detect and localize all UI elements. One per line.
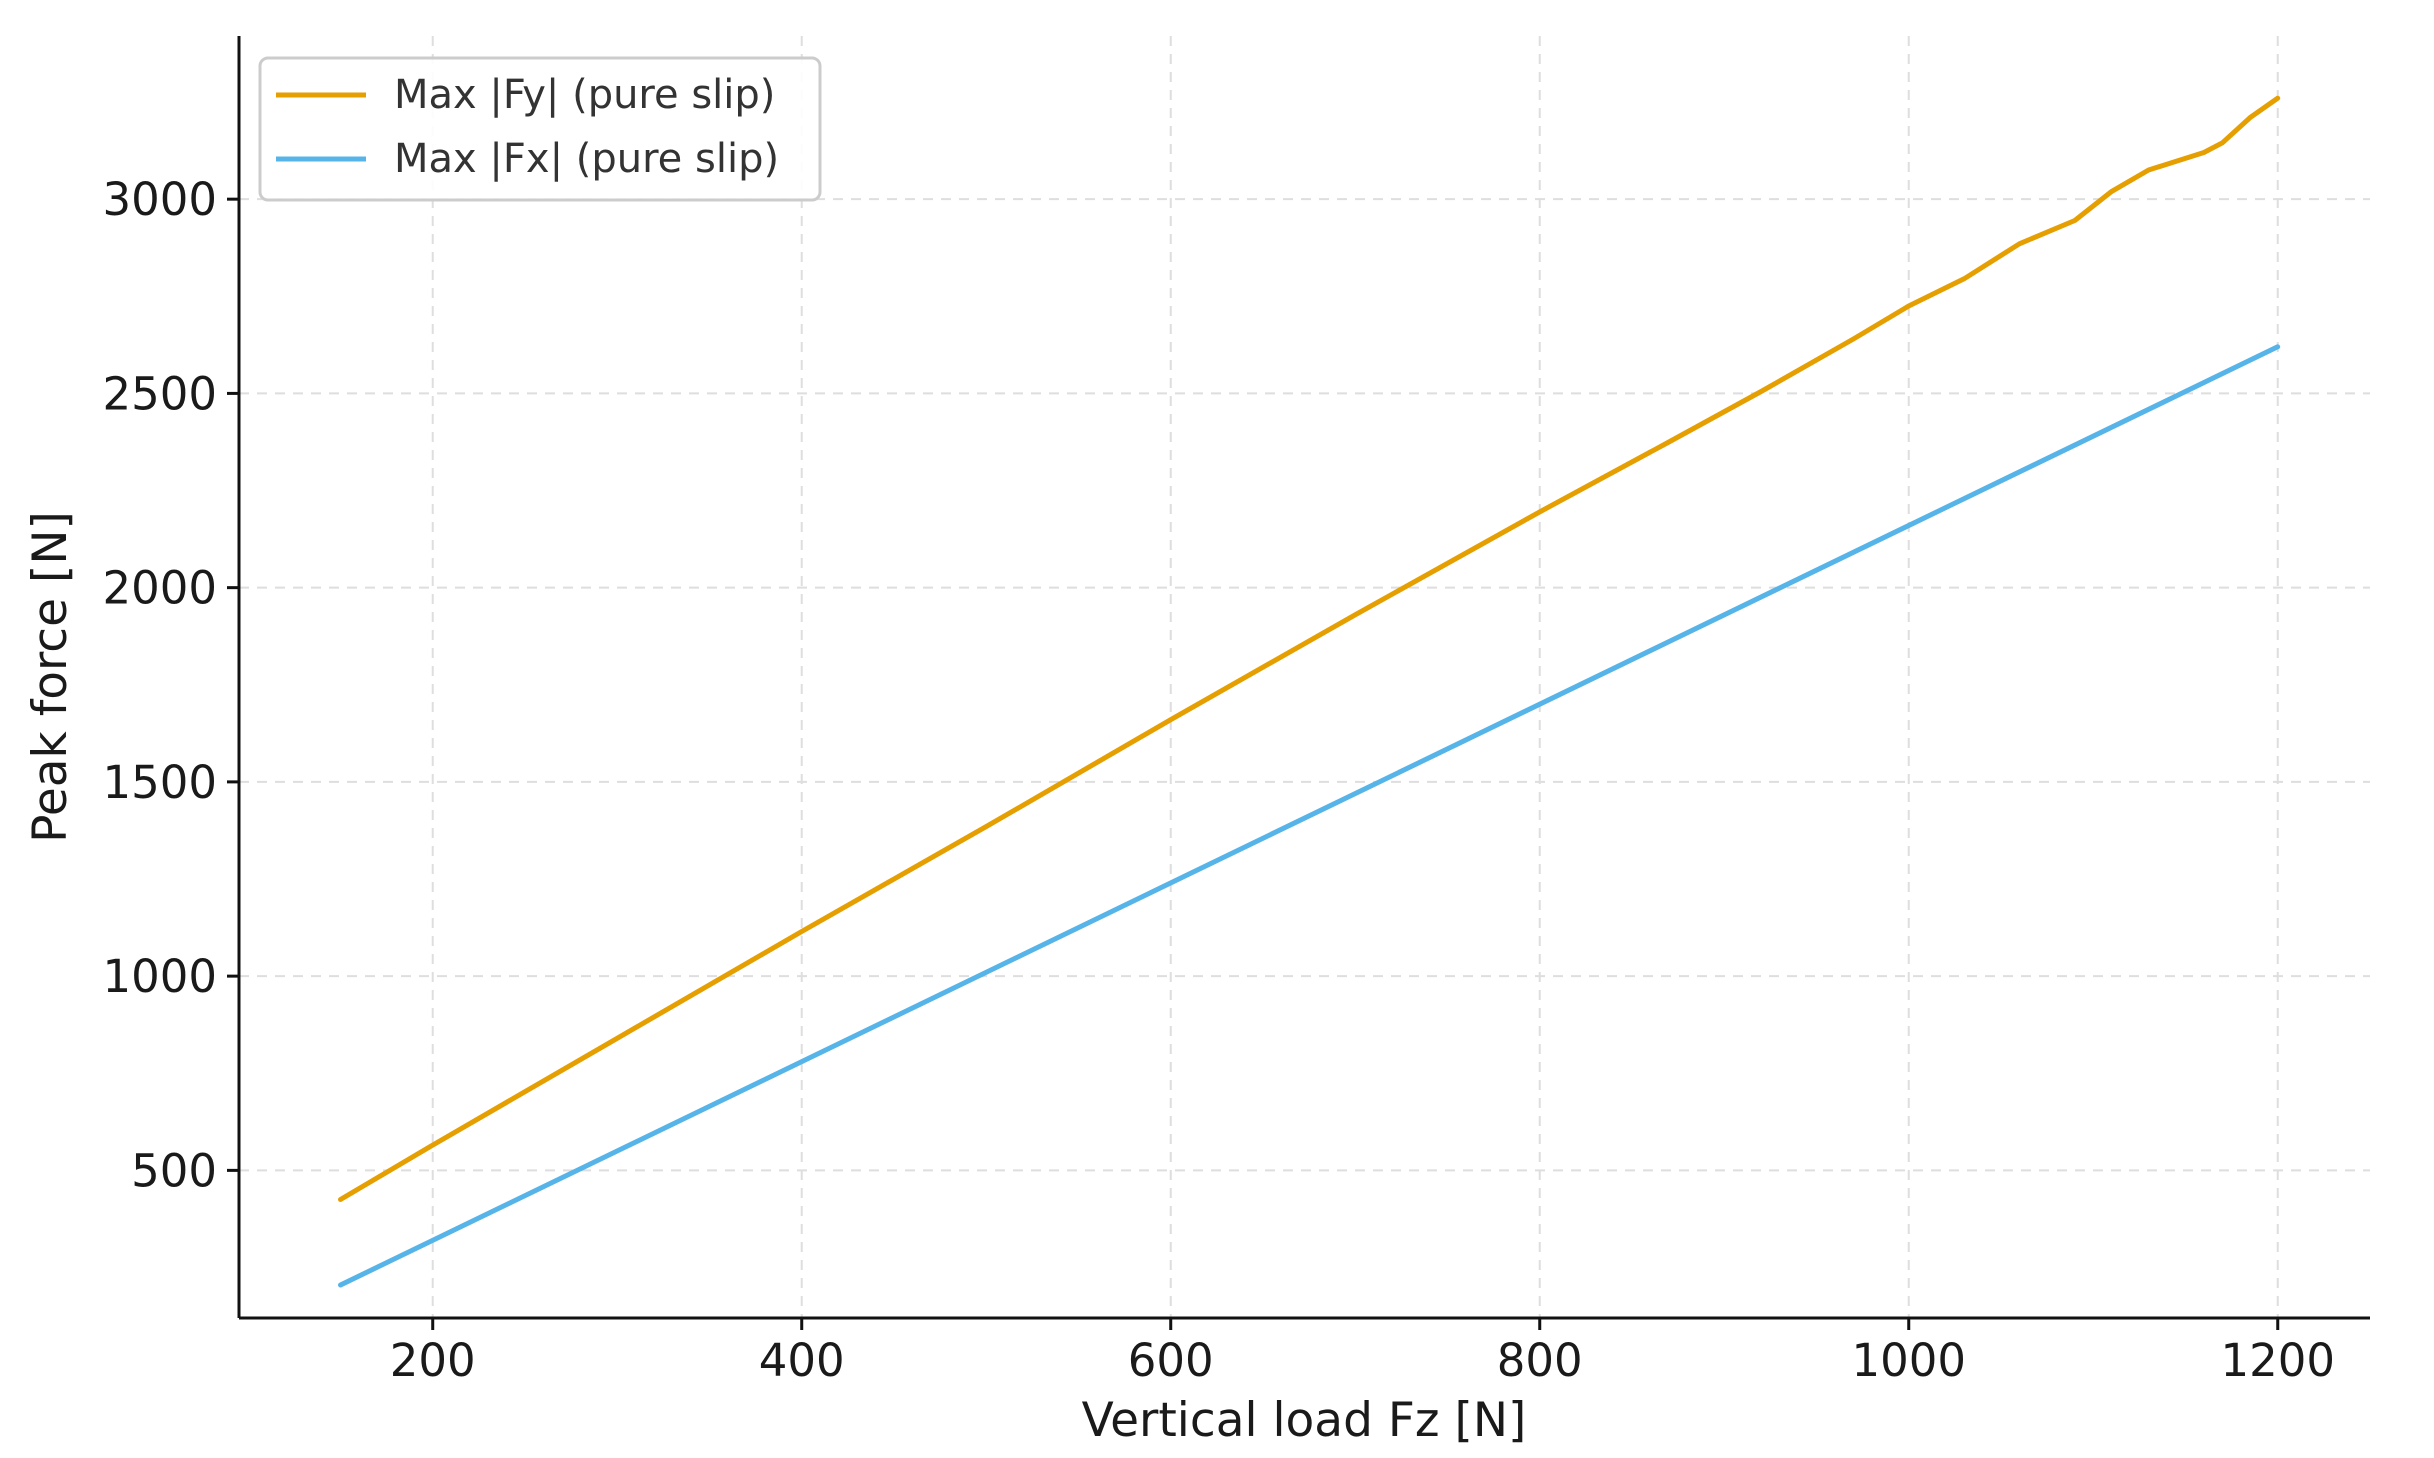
y-tick-label: 1000 (102, 950, 217, 1003)
x-ticks: 200 400 600 800 1000 1200 (390, 1318, 2335, 1387)
y-tick-label: 1500 (102, 756, 217, 809)
x-tick-label: 1200 (2220, 1334, 2335, 1387)
x-tick-label: 800 (1497, 1334, 1583, 1387)
axes (237, 36, 2370, 1320)
y-ticks: 500 1000 1500 2000 2500 3000 (102, 173, 239, 1197)
legend-box (258, 56, 822, 202)
legend: Max |Fy| (pure slip) Max |Fx| (pure slip… (258, 56, 822, 202)
x-tick-label: 200 (390, 1334, 476, 1387)
legend-label-fy: Max |Fy| (pure slip) (394, 72, 775, 118)
y-tick-label: 2500 (102, 367, 217, 420)
grid (239, 36, 2370, 1318)
x-tick-label: 1000 (1851, 1334, 1966, 1387)
y-tick-label: 3000 (102, 173, 217, 226)
series-line-fx (338, 344, 2281, 1288)
y-tick-label: 500 (131, 1144, 217, 1197)
plot-area (338, 95, 2281, 1288)
x-tick-label: 400 (759, 1334, 845, 1387)
x-tick-label: 600 (1128, 1334, 1214, 1387)
series-line-fy (338, 95, 2281, 1202)
y-tick-label: 2000 (102, 562, 217, 615)
y-axis-label: Peak force [N] (23, 511, 78, 843)
x-axis-label: Vertical load Fz [N] (1082, 1393, 1527, 1448)
legend-label-fx: Max |Fx| (pure slip) (394, 136, 779, 182)
